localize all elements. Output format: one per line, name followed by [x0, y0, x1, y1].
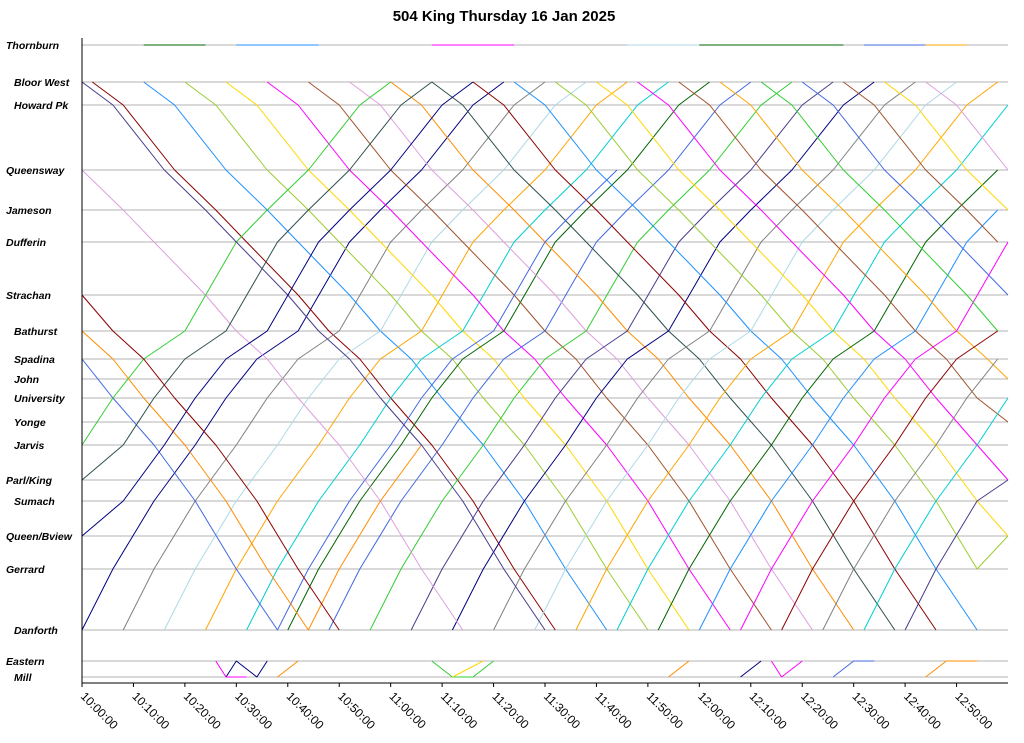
vehicle-trip-line [81, 169, 618, 631]
vehicle-trip-line [287, 81, 710, 631]
vehicle-trip-line [781, 330, 998, 631]
vehicle-trip-line [328, 81, 752, 631]
x-tick-label: 12:30:00 [850, 689, 893, 732]
vehicle-trip-line [215, 660, 247, 678]
station-label: University [14, 393, 66, 405]
vehicle-trip-line [863, 397, 1009, 631]
station-label: Sumach [14, 496, 55, 508]
vehicle-trip-line [719, 81, 1009, 380]
vehicle-trip-line [452, 660, 484, 678]
vehicle-trips [81, 44, 1009, 678]
vehicle-trip-line [163, 81, 587, 631]
vehicle-trip-line [246, 81, 669, 631]
vehicle-trip-line [81, 81, 433, 481]
vehicle-trip-line [81, 81, 505, 631]
vehicle-trip-line [575, 81, 998, 631]
x-tick-label: 10:40:00 [284, 689, 327, 732]
x-tick-label: 10:20:00 [181, 689, 224, 732]
vehicle-trip-line [657, 169, 999, 631]
station-label: Gerrard [6, 564, 45, 576]
station-label: Mill [14, 672, 33, 684]
vehicle-trip-line [678, 81, 1009, 423]
vehicle-trip-line [904, 479, 1009, 631]
station-label: Bathurst [14, 326, 58, 338]
time-axis: 10:00:00 10:10:00 10:20:00 10:30:00 10:40:00… [78, 38, 1008, 732]
vehicle-trip-line [81, 81, 474, 537]
x-tick-label: 12:10:00 [747, 689, 790, 732]
station-label: Thornburn [6, 40, 59, 52]
x-tick-label: 12:50:00 [952, 689, 995, 732]
vehicle-trip-line [770, 660, 803, 678]
station-label: Jameson [6, 205, 52, 217]
station-label: Yonge [14, 417, 46, 429]
vehicle-trip-line [925, 660, 978, 678]
vehicle-trip-line [668, 660, 690, 678]
station-label: Queensway [6, 165, 66, 177]
vehicle-trip-line [410, 81, 834, 631]
station-label: Eastern [6, 656, 45, 668]
vehicle-trip-line [832, 660, 875, 678]
vehicle-trip-line [369, 81, 793, 631]
station-label: Parl/King [6, 475, 53, 487]
vehicle-trip-line [822, 358, 999, 631]
station-label: John [14, 374, 39, 386]
vehicle-trip-line [81, 169, 464, 631]
vehicle-trip-line [616, 104, 1009, 631]
x-tick-label: 11:40:00 [592, 689, 635, 732]
vehicle-trip-line [637, 81, 1009, 481]
vehicle-trip-line [493, 81, 916, 631]
vehicle-trip-line [843, 81, 999, 243]
station-gridlines [82, 44, 1008, 678]
x-tick-label: 10:00:00 [78, 689, 121, 732]
vehicle-trip-line [81, 330, 422, 631]
vehicle-trip-line [740, 660, 762, 678]
x-tick-label: 11:30:00 [541, 689, 584, 732]
x-tick-label: 11:50:00 [644, 689, 687, 732]
vehicle-trip-line [277, 660, 299, 678]
x-tick-label: 12:40:00 [901, 689, 944, 732]
vehicle-trip-line [81, 81, 546, 631]
x-tick-label: 10:10:00 [129, 689, 172, 732]
chart-title: 504 King Thursday 16 Jan 2025 [393, 8, 616, 25]
vehicle-trip-line [801, 81, 1009, 296]
station-label: Dufferin [6, 237, 46, 249]
vehicle-trip-line [92, 81, 556, 631]
vehicle-trip-line [81, 81, 391, 446]
vehicle-trip-line [81, 294, 340, 631]
vehicle-trip-line [534, 81, 957, 631]
vehicle-trip-line [431, 660, 494, 678]
station-label: Howard Pk [14, 100, 69, 112]
vehicle-trip-line [122, 81, 546, 631]
vehicle-trip-line [698, 209, 999, 631]
station-label: Spadina [14, 354, 55, 366]
x-tick-label: 11:00:00 [387, 689, 430, 732]
vehicle-trip-line [925, 81, 1009, 171]
station-label: Bloor West [14, 77, 70, 89]
station-label: Queen/Bview [6, 531, 73, 543]
x-tick-label: 12:00:00 [695, 689, 738, 732]
x-tick-label: 12:20:00 [798, 689, 841, 732]
station-label: Strachan [6, 290, 51, 302]
station-label: Jarvis [14, 440, 45, 452]
station-labels: Thornburn Bloor West Howard Pk Queensway Jam… [6, 40, 73, 684]
vehicle-trip-line [596, 81, 1009, 537]
vehicle-trip-line [451, 81, 875, 631]
x-tick-label: 11:20:00 [489, 689, 532, 732]
x-tick-label: 10:30:00 [232, 689, 275, 732]
vehicle-trip-line [740, 241, 1009, 631]
x-tick-label: 11:10:00 [438, 689, 481, 732]
vehicle-trip-line [205, 81, 628, 631]
station-label: Danforth [14, 625, 58, 637]
x-tick-label: 10:50:00 [335, 689, 378, 732]
vehicle-trip-line [884, 81, 1009, 211]
vehicle-trip-line [760, 81, 999, 332]
vehicle-trip-line [225, 660, 268, 678]
